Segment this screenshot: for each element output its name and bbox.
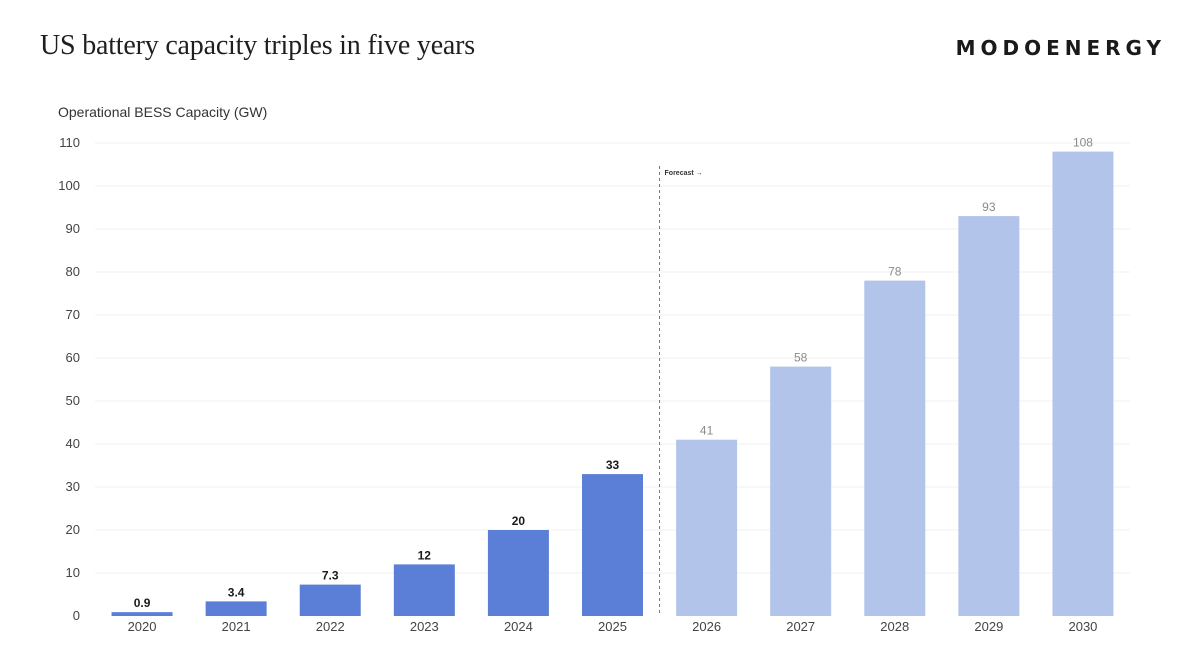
chart-title: US battery capacity triples in five year… — [40, 30, 475, 61]
bar-2020 — [111, 612, 173, 616]
bar-2024 — [487, 530, 549, 616]
value-label-2026: 41 — [700, 424, 714, 438]
bar-2022 — [299, 584, 361, 616]
y-tick-label: 10 — [66, 565, 80, 580]
y-tick-label: 20 — [66, 522, 80, 537]
x-tick-label-2022: 2022 — [316, 619, 345, 634]
x-tick-label-2030: 2030 — [1068, 619, 1097, 634]
bars — [111, 151, 1114, 616]
bar-2027 — [770, 366, 832, 616]
y-tick-label: 60 — [66, 350, 80, 365]
x-tick-label-2021: 2021 — [222, 619, 251, 634]
value-label-2025: 33 — [606, 458, 620, 472]
x-tick-label-2026: 2026 — [692, 619, 721, 634]
bar-2029 — [958, 216, 1020, 616]
y-tick-label: 110 — [59, 135, 80, 150]
x-tick-label-2020: 2020 — [128, 619, 157, 634]
value-label-2028: 78 — [888, 265, 902, 279]
value-label-2021: 3.4 — [228, 585, 245, 599]
grid-lines — [95, 142, 1130, 574]
y-tick-label: 70 — [66, 307, 80, 322]
y-tick-label: 30 — [66, 479, 80, 494]
x-tick-label-2029: 2029 — [974, 619, 1003, 634]
x-tick-label-2024: 2024 — [504, 619, 533, 634]
value-label-2029: 93 — [982, 200, 996, 214]
y-tick-label: 40 — [66, 436, 80, 451]
forecast-divider: Forecast → — [659, 166, 703, 616]
bar-2026 — [676, 439, 738, 616]
brand-logo: MODOENERGY — [955, 36, 1166, 60]
x-tick-label-2023: 2023 — [410, 619, 439, 634]
bar-2028 — [864, 280, 926, 616]
value-label-2023: 12 — [418, 548, 432, 562]
value-label-2022: 7.3 — [322, 569, 339, 583]
value-label-2020: 0.9 — [134, 596, 151, 610]
bar-2025 — [582, 474, 643, 616]
value-labels: 0.9 3.4 7.3 12 20 33 41 58 78 93 108 — [134, 136, 1094, 611]
y-tick-label: 0 — [73, 608, 80, 623]
y-axis-label: Operational BESS Capacity (GW) — [58, 104, 267, 120]
y-tick-label: 80 — [66, 264, 80, 279]
value-label-2027: 58 — [794, 351, 808, 365]
bar-2030 — [1052, 151, 1114, 616]
y-tick-label: 90 — [66, 221, 80, 236]
bar-2021 — [205, 601, 267, 616]
y-tick-label: 50 — [66, 393, 80, 408]
y-axis-ticks: 0 10 20 30 40 50 60 70 80 90 100 110 — [58, 135, 80, 623]
x-tick-label-2027: 2027 — [786, 619, 815, 634]
x-tick-label-2025: 2025 — [598, 619, 627, 634]
x-axis-ticks: 2020 2021 2022 2023 2024 2025 2026 2027 2028 2029… — [128, 619, 1098, 634]
x-tick-label-2028: 2028 — [880, 619, 909, 634]
value-label-2030: 108 — [1073, 136, 1093, 150]
value-label-2024: 20 — [512, 514, 526, 528]
bar-2023 — [393, 564, 455, 616]
y-tick-label: 100 — [58, 178, 80, 193]
forecast-label: Forecast → — [665, 170, 703, 177]
